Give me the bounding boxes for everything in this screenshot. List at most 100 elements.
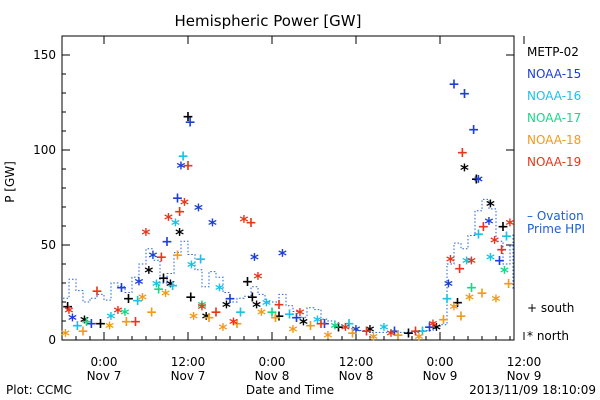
point-noaa-16: * — [107, 309, 116, 329]
legend-model-line1: – Ovation — [527, 209, 584, 223]
point-noaa-15: + — [184, 115, 196, 131]
point-noaa-18: * — [189, 309, 198, 329]
legend-marker-south: + south — [527, 301, 574, 315]
point-noaa-15: * — [485, 214, 494, 234]
point-noaa-18: * — [465, 290, 474, 310]
x-tick-label-time: 0:00 — [91, 355, 118, 369]
point-metp-02: * — [432, 321, 441, 341]
x-tick-label-date: Nov 8 — [255, 369, 290, 383]
x-tick-label-date: Nov 7 — [87, 369, 122, 383]
point-noaa-19: + — [182, 158, 194, 174]
point-noaa-18: + — [503, 276, 515, 292]
point-noaa-15: + — [86, 316, 98, 332]
y-tick-label: 50 — [41, 238, 56, 252]
point-noaa-19: * — [467, 254, 476, 274]
point-noaa-18: + — [392, 327, 404, 343]
legend-marker-north: * north — [527, 329, 569, 343]
point-metp-02: + — [182, 109, 194, 125]
point-noaa-18: * — [369, 330, 378, 350]
point-noaa-18: * — [138, 290, 147, 310]
point-noaa-19: * — [446, 252, 455, 272]
point-noaa-15: * — [194, 201, 203, 221]
point-noaa-19: + — [91, 284, 103, 300]
point-noaa-15: * — [352, 323, 361, 343]
y-tick-label: 0 — [48, 333, 56, 347]
point-noaa-18: * — [161, 287, 170, 307]
point-noaa-16: + — [417, 324, 429, 340]
point-noaa-15: * — [68, 311, 77, 331]
point-noaa-15: + — [291, 310, 303, 326]
x-tick-label-date: Nov 8 — [339, 369, 374, 383]
point-noaa-15: + — [459, 86, 471, 102]
point-noaa-19: * — [506, 216, 515, 236]
point-noaa-19: * — [142, 226, 151, 246]
point-noaa-15: + — [224, 291, 236, 307]
point-noaa-15: + — [448, 77, 460, 93]
point-noaa-18: + — [455, 308, 467, 324]
point-metp-02: * — [252, 298, 261, 318]
x-tick-label-time: 12:00 — [171, 355, 206, 369]
point-metp-02: + — [247, 289, 259, 305]
point-noaa-15: + — [468, 122, 480, 138]
point-noaa-19: + — [130, 314, 142, 330]
point-noaa-19: + — [315, 316, 327, 332]
chart-title: Hemispheric Power [GW] — [175, 12, 362, 30]
x-tick-label-time: 12:00 — [507, 355, 542, 369]
point-noaa-16: * — [171, 216, 180, 236]
point-noaa-19: * — [164, 211, 173, 231]
point-metp-02: * — [222, 298, 231, 318]
point-noaa-18: * — [257, 306, 266, 326]
point-noaa-19: + — [496, 242, 508, 258]
point-metp-02: + — [62, 299, 74, 315]
point-noaa-16: + — [284, 306, 296, 322]
point-noaa-19: + — [273, 297, 285, 313]
point-noaa-18: + — [270, 310, 282, 326]
point-noaa-15: * — [208, 216, 217, 236]
x-axis-label: Date and Time — [246, 383, 334, 397]
point-noaa-16: * — [152, 277, 161, 297]
point-noaa-17: + — [266, 305, 278, 321]
point-noaa-19: + — [210, 305, 222, 321]
point-noaa-18: + — [172, 248, 184, 264]
legend-item-noaa-17: NOAA-17 — [527, 111, 581, 125]
legend-item-noaa-15: NOAA-15 — [527, 67, 581, 81]
point-metp-02: * — [299, 315, 308, 335]
y-axis-label: P [GW] — [3, 161, 17, 203]
point-noaa-19: + — [454, 261, 466, 277]
point-noaa-18: * — [450, 300, 459, 320]
point-noaa-15: + — [424, 320, 436, 336]
point-noaa-18: + — [347, 325, 359, 341]
point-noaa-16: * — [215, 281, 224, 301]
point-noaa-19: + — [361, 324, 373, 340]
footer-right: 2013/11/09 18:10:09 — [469, 383, 596, 397]
point-noaa-18: + — [231, 316, 243, 332]
point-noaa-19: * — [254, 269, 263, 289]
point-noaa-16: * — [486, 250, 495, 270]
point-noaa-18: * — [492, 292, 501, 312]
point-noaa-15: + — [172, 191, 184, 207]
point-noaa-16: + — [473, 227, 485, 243]
point-noaa-17: + — [466, 280, 478, 296]
point-noaa-16: + — [167, 278, 179, 294]
point-noaa-19: * — [180, 195, 189, 215]
point-noaa-18: * — [61, 326, 70, 346]
point-metp-02: + — [452, 295, 464, 311]
point-noaa-15: * — [177, 159, 186, 179]
x-tick-label-date: Nov 9 — [507, 369, 542, 383]
point-noaa-18: + — [203, 310, 215, 326]
point-metp-02: * — [166, 277, 175, 297]
point-metp-02: * — [80, 313, 89, 333]
point-metp-02: * — [144, 264, 153, 284]
point-noaa-19: + — [245, 215, 257, 231]
point-noaa-17: + — [153, 282, 165, 298]
point-metp-02: + — [185, 289, 197, 305]
point-noaa-18: * — [324, 328, 333, 348]
point-noaa-19: + — [174, 204, 186, 220]
legend-model-line2: Prime HPI — [527, 222, 585, 236]
point-noaa-15: * — [444, 277, 453, 297]
legend-item-noaa-19: NOAA-19 — [527, 155, 581, 169]
point-noaa-15: * — [149, 249, 158, 269]
point-noaa-16: * — [262, 296, 271, 316]
point-noaa-19: * — [296, 306, 305, 326]
point-noaa-19: * — [65, 304, 74, 324]
